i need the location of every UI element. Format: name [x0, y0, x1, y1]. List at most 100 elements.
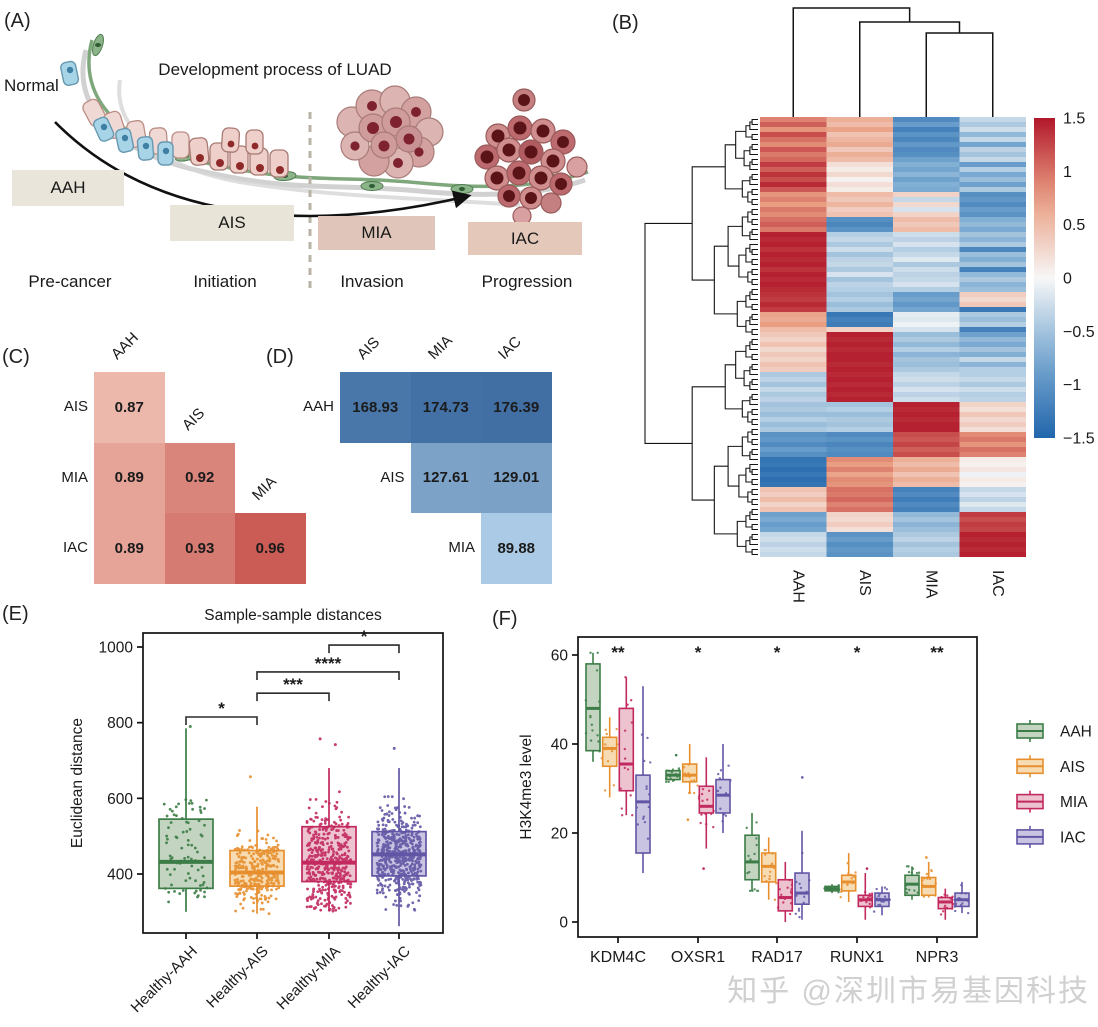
heatmap-cell — [826, 347, 893, 352]
jitter-point — [340, 893, 344, 896]
jitter-point — [412, 839, 415, 842]
heatmap-cell — [826, 122, 893, 127]
matrix-row-label: IAC — [62, 539, 88, 557]
jitter-point — [312, 835, 316, 839]
colorbar-tick-label: 1.5 — [1063, 111, 1085, 128]
heatmap-cell — [826, 372, 893, 377]
heatmap-cell — [760, 342, 827, 347]
heatmap-cell — [893, 447, 960, 452]
heatmap-cell — [893, 307, 960, 312]
heatmap-cell — [760, 297, 827, 302]
jitter-point — [268, 859, 271, 863]
jitter-point — [380, 809, 384, 812]
outlier-point — [188, 724, 192, 728]
y-tick-label: 20 — [551, 826, 569, 843]
jitter-point — [395, 823, 398, 827]
jitter-point — [314, 797, 318, 801]
heatmap-cell — [893, 227, 960, 232]
heatmap-cell — [893, 302, 960, 307]
outlier-point — [248, 775, 252, 779]
heatmap-cell — [959, 132, 1026, 137]
heatmap-cell — [760, 172, 827, 177]
jitter-point — [318, 870, 321, 874]
jitter-point — [406, 824, 410, 828]
jitter-point — [247, 851, 251, 855]
jitter-point — [840, 888, 843, 891]
jitter-point — [418, 880, 422, 884]
heatmap-cell — [826, 537, 893, 542]
jitter-point — [308, 854, 312, 858]
jitter-point — [189, 799, 193, 803]
jitter-point — [927, 872, 930, 875]
heatmap-cell — [893, 472, 960, 477]
jitter-point — [326, 836, 330, 840]
jitter-point — [252, 884, 256, 888]
jitter-point — [400, 872, 404, 876]
jitter-points — [305, 737, 353, 913]
jitter-point — [635, 806, 638, 809]
jitter-point — [397, 840, 401, 844]
jitter-point — [167, 826, 170, 830]
jitter-point — [394, 844, 398, 848]
heatmap-cell — [826, 447, 893, 452]
dendro-branch — [747, 491, 753, 503]
dendro-branch — [751, 218, 758, 226]
dendro-branch — [925, 32, 994, 117]
heatmap-cell — [826, 482, 893, 487]
matrix-cell: 0.89 — [94, 513, 165, 584]
jitter-point — [701, 787, 705, 791]
jitter-point — [323, 821, 327, 825]
heatmap-cell — [893, 487, 960, 492]
jitter-point — [263, 894, 267, 898]
jitter-point — [745, 826, 748, 830]
jitter-point — [398, 892, 402, 896]
jitter-point — [275, 852, 279, 856]
heatmap-cell — [893, 192, 960, 197]
dendro-branch — [751, 328, 758, 336]
jitter-point — [259, 874, 262, 878]
jitter-point — [687, 763, 690, 766]
heatmap-cell — [760, 517, 827, 522]
jitter-point — [248, 879, 252, 883]
jitter-point — [235, 865, 238, 869]
heatmap-cell — [826, 462, 893, 467]
jitter-point — [341, 833, 345, 837]
jitter-point — [308, 798, 312, 801]
jitter-point — [265, 888, 269, 892]
jitter-point — [400, 825, 404, 829]
jitter-point — [643, 759, 646, 763]
jitter-point — [275, 887, 278, 891]
gene-label: RUNX1 — [830, 949, 884, 966]
heatmap-cell — [760, 247, 827, 252]
jitter-point — [398, 896, 402, 900]
heatmap-cell — [760, 547, 827, 552]
legend-item-IAC: IAC — [1016, 825, 1086, 848]
jitter-point — [322, 832, 326, 836]
jitter-point — [404, 849, 408, 853]
heatmap-cell — [959, 167, 1026, 172]
jitter-point — [755, 837, 758, 840]
jitter-point — [959, 903, 963, 907]
jitter-point — [384, 855, 388, 859]
jitter-point — [326, 832, 330, 836]
jitter-point — [397, 883, 401, 886]
legend-label: AAH — [1060, 724, 1092, 741]
jitter-point — [180, 816, 184, 820]
jitter-point — [327, 871, 330, 875]
box-group-Healthy-IAC — [371, 746, 427, 927]
heatmap-cell — [959, 372, 1026, 377]
jitter-point — [808, 879, 811, 882]
jitter-point — [413, 867, 417, 871]
jitter-point — [384, 878, 388, 882]
jitter-point — [174, 805, 178, 809]
dendro-branch — [749, 511, 758, 521]
heatmap-cell — [826, 172, 893, 177]
jitter-point — [773, 898, 777, 901]
jitter-point — [318, 836, 321, 840]
heatmap-cell — [959, 342, 1026, 347]
jitter-point — [376, 830, 379, 834]
jitter-point — [385, 866, 389, 870]
jitter-point — [626, 703, 629, 706]
heatmap-cell — [826, 472, 893, 477]
jitter-point — [405, 868, 409, 872]
